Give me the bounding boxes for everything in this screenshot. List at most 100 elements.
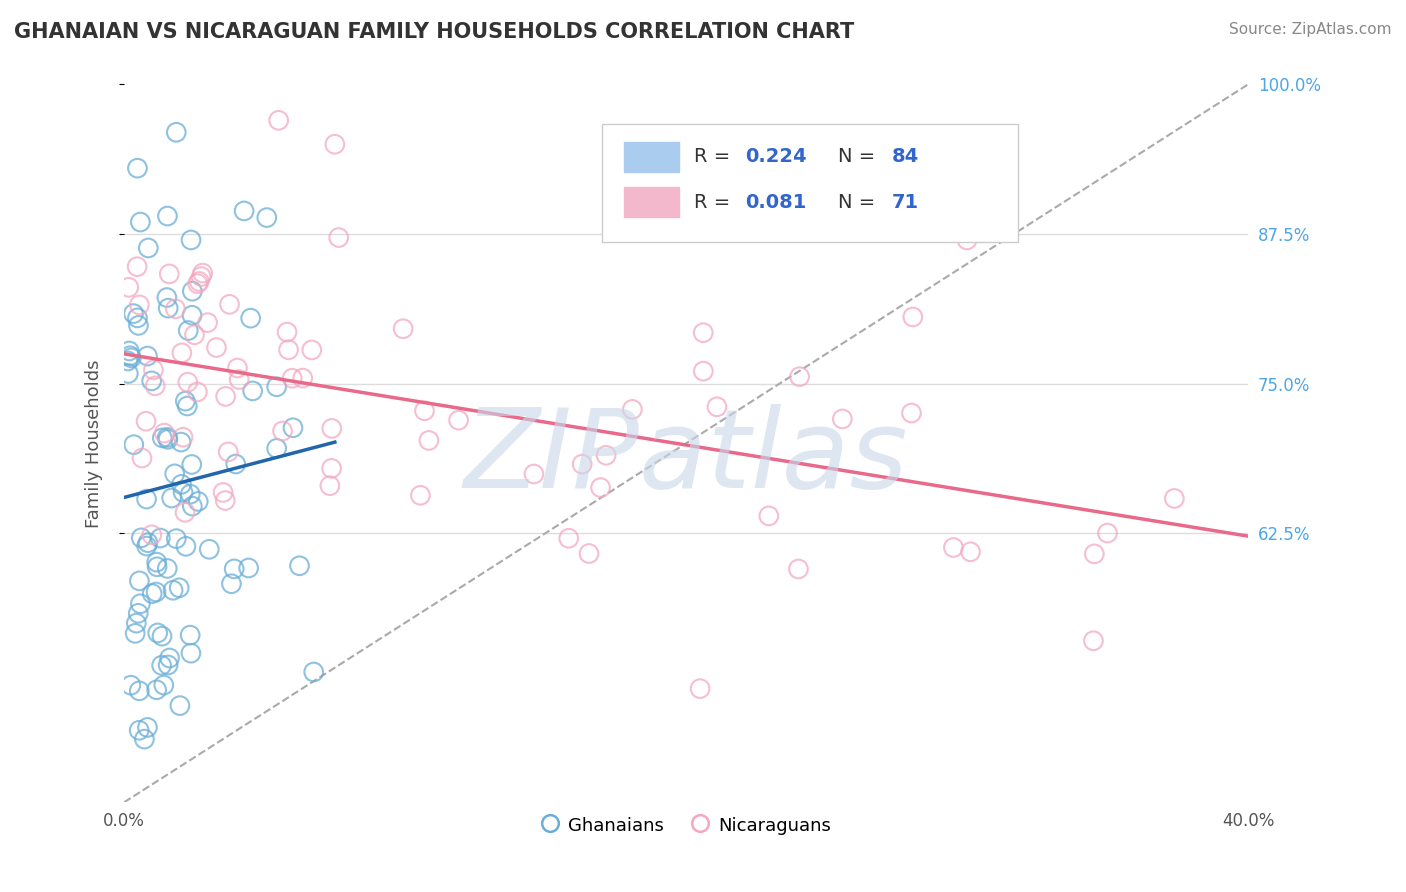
Text: Source: ZipAtlas.com: Source: ZipAtlas.com — [1229, 22, 1392, 37]
Point — [149, 531, 172, 545]
Point — [281, 421, 304, 435]
Point — [153, 678, 176, 692]
Point — [198, 542, 221, 557]
Point — [181, 308, 204, 322]
Point — [163, 467, 186, 481]
Point — [291, 371, 314, 385]
Point — [136, 720, 159, 734]
Text: R =: R = — [695, 193, 737, 211]
Point — [174, 394, 197, 409]
Point — [187, 494, 209, 508]
Point — [129, 531, 152, 545]
Point — [221, 576, 243, 591]
Point — [127, 607, 149, 621]
Point — [160, 491, 183, 505]
Point — [176, 399, 198, 413]
Y-axis label: Family Households: Family Households — [86, 359, 103, 527]
Point — [145, 682, 167, 697]
Point — [153, 426, 176, 441]
Point — [120, 349, 142, 363]
Point — [191, 266, 214, 280]
Legend: Ghanaians, Nicaraguans: Ghanaians, Nicaraguans — [534, 807, 838, 844]
Point — [692, 326, 714, 340]
Point — [214, 389, 236, 403]
Point — [136, 535, 159, 549]
FancyBboxPatch shape — [624, 142, 679, 172]
Point — [145, 555, 167, 569]
Point — [150, 629, 173, 643]
Point — [319, 479, 342, 493]
Point — [523, 467, 546, 481]
Point — [159, 651, 181, 665]
Text: GHANAIAN VS NICARAGUAN FAMILY HOUSEHOLDS CORRELATION CHART: GHANAIAN VS NICARAGUAN FAMILY HOUSEHOLDS… — [14, 22, 855, 42]
Point — [169, 698, 191, 713]
Point — [183, 327, 205, 342]
Point — [142, 363, 165, 377]
Point — [224, 562, 246, 576]
Point — [170, 346, 193, 360]
Point — [179, 487, 201, 501]
Point — [150, 431, 173, 445]
Text: ZIPatlas: ZIPatlas — [464, 404, 908, 511]
Point — [226, 361, 249, 376]
Point — [118, 280, 141, 294]
Point — [180, 233, 202, 247]
Point — [157, 301, 180, 315]
Point — [1083, 547, 1105, 561]
Point — [328, 230, 350, 244]
Point — [301, 343, 323, 357]
Point — [143, 379, 166, 393]
Point — [321, 421, 343, 435]
Point — [787, 562, 810, 576]
Point — [170, 477, 193, 491]
Point — [256, 211, 278, 225]
Point — [136, 349, 159, 363]
Point — [127, 310, 149, 325]
Point — [266, 380, 288, 394]
Point — [706, 400, 728, 414]
Point — [145, 585, 167, 599]
Point — [212, 485, 235, 500]
Point — [267, 113, 290, 128]
Text: 71: 71 — [891, 193, 920, 211]
Point — [150, 658, 173, 673]
Point — [238, 561, 260, 575]
Point — [157, 657, 180, 672]
Point — [589, 481, 612, 495]
Point — [187, 277, 209, 291]
Point — [127, 318, 149, 333]
Point — [571, 457, 593, 471]
Point — [392, 322, 415, 336]
Point — [228, 372, 250, 386]
Point — [218, 297, 240, 311]
Point — [578, 547, 600, 561]
Point — [125, 616, 148, 631]
Point — [165, 125, 187, 139]
Point — [180, 458, 202, 472]
Point — [281, 371, 304, 385]
Point — [692, 364, 714, 378]
Point — [156, 433, 179, 447]
Point — [135, 539, 157, 553]
Point — [156, 561, 179, 575]
Point — [1097, 526, 1119, 541]
Point — [120, 351, 142, 365]
Point — [181, 284, 204, 298]
Point — [1083, 633, 1105, 648]
Text: R =: R = — [695, 147, 737, 167]
Text: N =: N = — [838, 147, 882, 167]
Point — [134, 732, 156, 747]
Point — [156, 209, 179, 223]
Point — [124, 626, 146, 640]
Point — [162, 583, 184, 598]
Point — [409, 488, 432, 502]
Text: 84: 84 — [891, 147, 920, 167]
Text: N =: N = — [838, 193, 882, 211]
FancyBboxPatch shape — [602, 124, 1018, 243]
Point — [900, 406, 922, 420]
Point — [271, 424, 294, 438]
Point — [128, 723, 150, 738]
Point — [128, 298, 150, 312]
Point — [146, 626, 169, 640]
Point — [901, 310, 924, 324]
